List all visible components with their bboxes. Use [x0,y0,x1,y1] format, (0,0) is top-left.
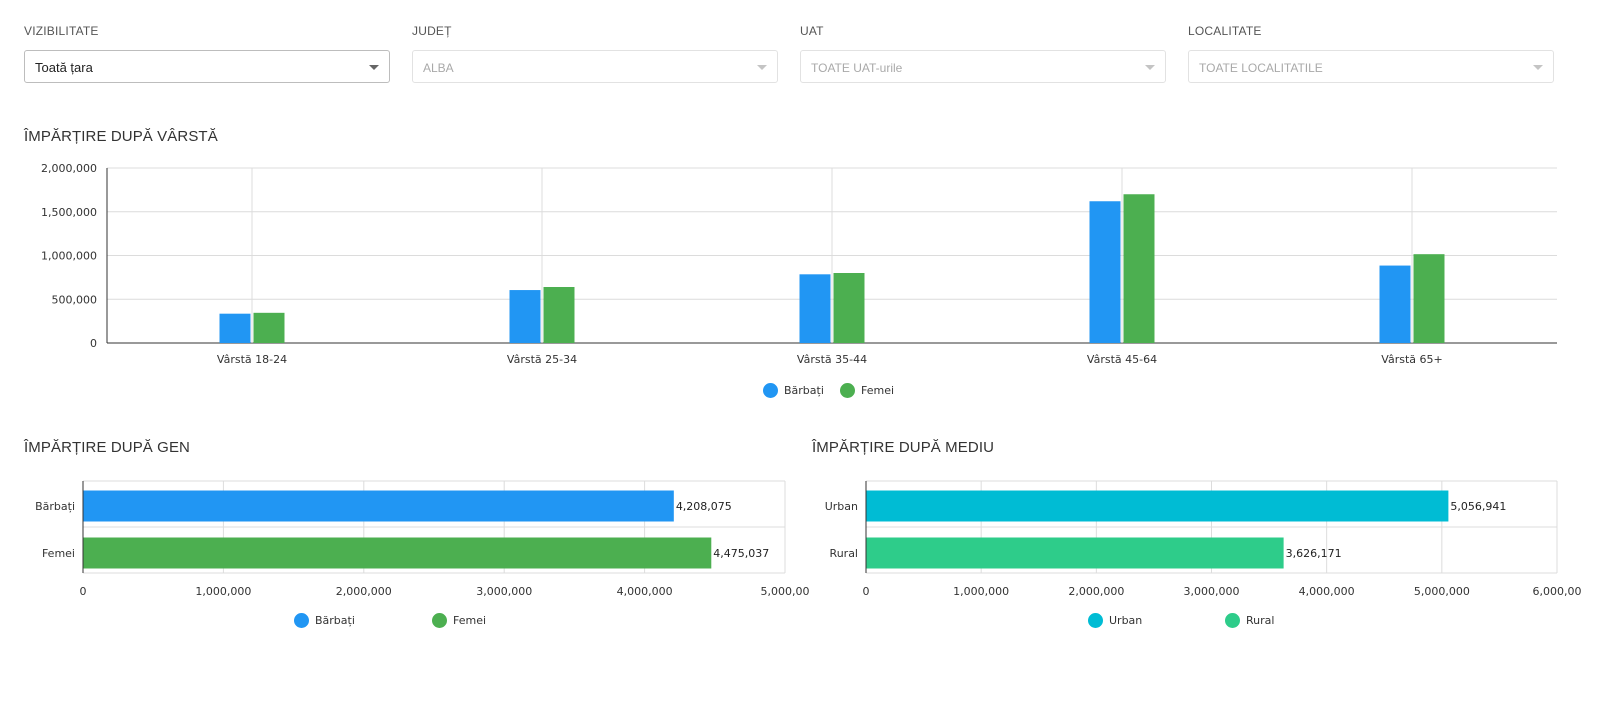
gender-chart-title: ÎMPĂRȚIRE DUPĂ GEN [24,439,190,456]
legend-item-urban[interactable]: Urban [1088,613,1142,628]
x-tick-label: 5,000,000 [1414,585,1470,598]
select-value: TOATE LOCALITATILE [1199,61,1323,75]
legend-label: Femei [861,384,895,397]
data-label: 3,626,171 [1286,547,1342,560]
bar [799,274,831,343]
bar [866,490,1449,522]
x-tick-label: 3,000,000 [1184,585,1240,598]
y-tick-label: Femei [42,547,75,560]
x-tick-label: Vârstă 25-34 [507,353,577,366]
x-tick-label: 3,000,000 [476,585,532,598]
legend-dot [1088,613,1103,628]
bar [1379,265,1411,343]
legend-dot [432,613,447,628]
bar [1413,254,1445,343]
x-tick-label: 5,000,00 [761,585,810,598]
x-tick-label: 6,000,00 [1533,585,1582,598]
chevron-down-icon [369,65,379,70]
bar [833,273,865,343]
legend-label: Bărbați [784,384,824,397]
legend-dot [294,613,309,628]
x-tick-label: Vârstă 18-24 [217,353,287,366]
legend-item-femei[interactable]: Femei [840,383,894,398]
x-tick-label: 0 [863,585,870,598]
data-label: 4,208,075 [676,500,732,513]
bar [1089,201,1121,343]
legend-item-femei[interactable]: Femei [432,613,486,628]
legend-label: Bărbați [315,614,355,627]
y-tick-label: Rural [830,547,858,560]
filter-localitate: LOCALITATE TOATE LOCALITATILE [1188,24,1556,83]
x-tick-label: 2,000,000 [336,585,392,598]
y-tick-label: 1,000,000 [41,250,97,263]
filter-label: UAT [800,24,824,38]
bar [253,312,285,343]
x-tick-label: 4,000,000 [617,585,673,598]
x-tick-label: Vârstă 45-64 [1087,353,1157,366]
x-tick-label: 0 [80,585,87,598]
select-value: TOATE UAT-urile [811,61,903,75]
y-tick-label: 2,000,000 [41,162,97,175]
legend-label: Rural [1246,614,1275,627]
legend-dot [840,383,855,398]
x-tick-label: 2,000,000 [1068,585,1124,598]
environment-chart-title: ÎMPĂRȚIRE DUPĂ MEDIU [812,439,995,456]
select-value: ALBA [423,61,454,75]
data-label: 4,475,037 [713,547,769,560]
select-value: Toată țara [35,60,93,75]
bar [509,290,541,343]
filter-label: VIZIBILITATE [24,24,99,38]
uat-select: TOATE UAT-urile [800,50,1166,83]
bar [83,537,712,569]
x-tick-label: Vârstă 65+ [1381,353,1442,366]
legend-item-barbati[interactable]: Bărbați [294,613,355,628]
y-tick-label: 0 [90,337,97,350]
localitate-select: TOATE LOCALITATILE [1188,50,1554,83]
chevron-down-icon [757,65,767,70]
x-tick-label: Vârstă 35-44 [797,353,867,366]
bar [1123,194,1155,343]
chevron-down-icon [1145,65,1155,70]
bar [83,490,674,522]
filter-uat: UAT TOATE UAT-urile [800,24,1168,83]
y-tick-label: Bărbați [35,500,75,513]
filter-judet: JUDEȚ ALBA [412,24,780,83]
legend-dot [763,383,778,398]
bar [543,287,575,343]
filter-vizibilitate: VIZIBILITATE Toată țara [24,24,392,83]
bar [219,313,251,343]
legend-label: Femei [453,614,487,627]
age-chart-title: ÎMPĂRȚIRE DUPĂ VÂRSTĂ [24,128,218,145]
legend-item-rural[interactable]: Rural [1225,613,1274,628]
vizibilitate-select[interactable]: Toată țara [24,50,390,83]
legend-item-barbati[interactable]: Bărbați [763,383,824,398]
y-tick-label: 1,500,000 [41,206,97,219]
x-tick-label: 1,000,000 [195,585,251,598]
gender-bar-chart: 0 1,000,000 2,000,000 3,000,000 4,000,000 5,0… [35,480,809,598]
y-tick-label: Urban [825,500,858,513]
age-bar-chart: 0 500,000 1,000,000 1,500,000 2,000,000 Vârst… [41,162,1557,366]
filter-bar: VIZIBILITATE Toată țara JUDEȚ ALBA UAT T… [0,0,1600,90]
bar [866,537,1284,569]
filter-label: LOCALITATE [1188,24,1262,38]
legend-dot [1225,613,1240,628]
data-label: 5,056,941 [1450,500,1506,513]
legend-label: Urban [1109,614,1143,627]
x-tick-label: 1,000,000 [953,585,1009,598]
y-tick-label: 500,000 [52,293,98,306]
chevron-down-icon [1533,65,1543,70]
judet-select: ALBA [412,50,778,83]
x-tick-label: 4,000,000 [1299,585,1355,598]
filter-label: JUDEȚ [412,24,452,38]
